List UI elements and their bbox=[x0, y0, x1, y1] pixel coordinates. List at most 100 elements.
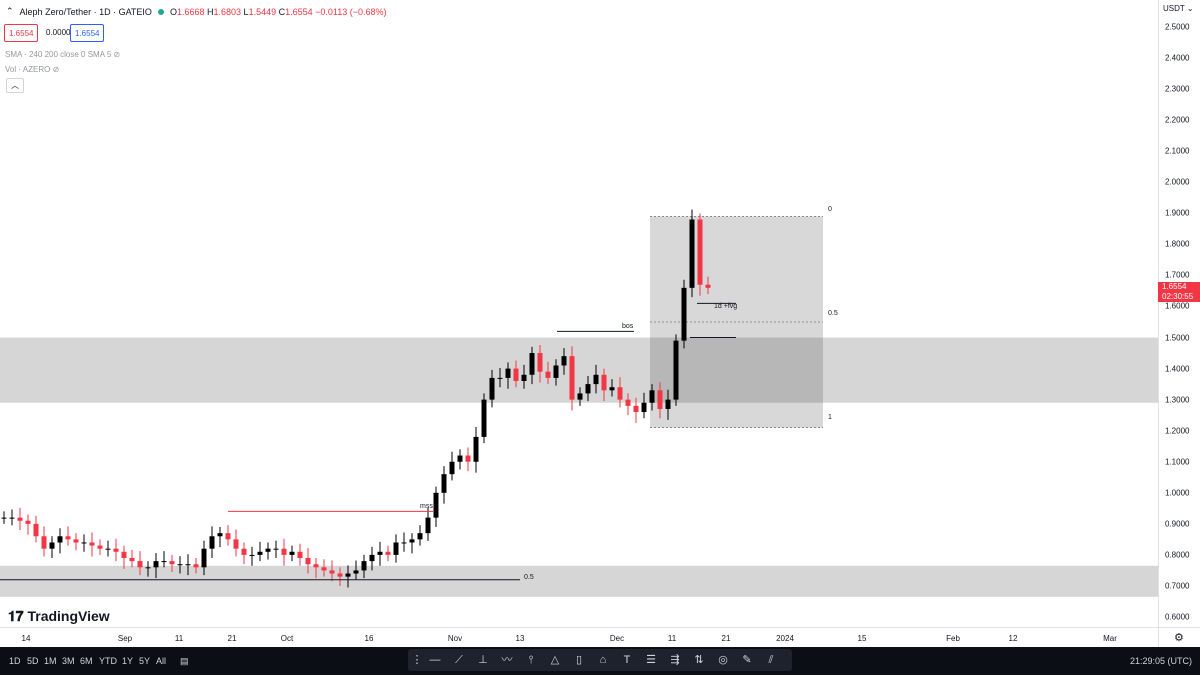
candle-body bbox=[33, 523, 39, 537]
gear-icon[interactable]: ⚙ bbox=[1174, 632, 1184, 644]
timeframe-button[interactable]: 5Y bbox=[139, 656, 151, 666]
candle-body bbox=[353, 570, 359, 574]
sell-price-box[interactable]: 1.6554 bbox=[4, 24, 38, 42]
candle-body bbox=[289, 551, 295, 555]
candle-body bbox=[521, 374, 527, 381]
utc-clock[interactable]: 21:29:05 (UTC) bbox=[1129, 656, 1192, 666]
demand-zone bbox=[0, 337, 1158, 403]
horizontal-line-icon[interactable]: — bbox=[429, 654, 441, 666]
sma-indicator-label[interactable]: SMA · 240 200 close 0 SMA 5 ⊘ bbox=[5, 50, 121, 59]
price-axis[interactable]: 2.5000 2.4000 2.3000 2.2000 2.1000 2.0000 1.90… bbox=[1158, 0, 1200, 627]
candle-body bbox=[97, 545, 103, 549]
currency-select[interactable]: USDT ⌄ bbox=[1163, 4, 1194, 13]
price-tick-label: 2.3000 bbox=[1165, 84, 1190, 94]
candle-body bbox=[609, 387, 615, 391]
eye-hidden-icon[interactable]: ⊘ bbox=[52, 65, 60, 74]
time-tick-label: 11 bbox=[667, 634, 677, 643]
time-tick-label: 14 bbox=[21, 634, 31, 643]
pitchfork-icon[interactable]: ⫯ bbox=[528, 654, 534, 666]
volume-indicator-label[interactable]: Vol · AZERO ⊘ bbox=[5, 65, 60, 74]
candle-body bbox=[449, 461, 455, 475]
candle-body bbox=[249, 554, 255, 556]
candle-body bbox=[313, 564, 319, 568]
candle-body bbox=[553, 365, 559, 378]
candle-body bbox=[441, 474, 447, 493]
chart-settings[interactable]: ⚙ bbox=[1158, 627, 1200, 647]
price-tick-label: 2.1000 bbox=[1165, 146, 1190, 156]
circle-icon[interactable]: ◎ bbox=[718, 654, 728, 666]
price-tick-label: 2.0000 bbox=[1165, 177, 1190, 187]
timeframe-button[interactable]: All bbox=[156, 656, 167, 666]
tradingview-logo[interactable]: 𝟏𝟕 TradingView bbox=[8, 608, 110, 624]
price-tick-label: 1.4000 bbox=[1165, 364, 1190, 374]
candle-body bbox=[385, 551, 391, 555]
candle-body bbox=[561, 356, 567, 366]
time-tick-label: Feb bbox=[946, 634, 960, 643]
chevron-up-icon[interactable]: ︿ bbox=[6, 78, 24, 93]
candle-body bbox=[241, 548, 247, 555]
candle-body bbox=[89, 542, 95, 546]
candle-body bbox=[649, 390, 655, 403]
brush-icon[interactable]: ✎ bbox=[742, 654, 752, 666]
candle-body bbox=[1, 517, 7, 519]
candle-body bbox=[105, 548, 111, 550]
candle-body bbox=[201, 548, 207, 568]
time-axis[interactable]: 14 Sep 11 21 Oct 16 Nov 13 Dec 11 21 2024 15 Feb 12 Mar bbox=[0, 627, 1158, 648]
candle-body bbox=[369, 554, 375, 562]
last-price-label: 1.6554 02:30:55 bbox=[1158, 282, 1200, 302]
parallel-channel-icon[interactable]: ⫽ bbox=[768, 654, 774, 666]
rectangle-icon[interactable]: ▯ bbox=[575, 654, 583, 666]
timeframe-button[interactable]: 1D bbox=[9, 656, 21, 666]
vertical-line-icon[interactable]: ⊥ bbox=[478, 654, 488, 666]
candle-body bbox=[265, 548, 271, 552]
bottom-toolbar: 1D 5D 1M 3M 6M YTD 1Y 5Y All ▤ ⋮ — ⟋ ⊥ 〰 ⫯ △ ▯ ⌂… bbox=[0, 647, 1200, 675]
price-chart[interactable] bbox=[0, 0, 1158, 627]
candle-body bbox=[281, 548, 287, 555]
timeframe-button[interactable]: 1Y bbox=[122, 656, 134, 666]
timeframe-button[interactable]: 5D bbox=[27, 656, 39, 666]
candle-body bbox=[297, 551, 303, 558]
candle-body bbox=[81, 542, 87, 544]
timeframe-button[interactable]: 1M bbox=[44, 656, 57, 666]
candle-body bbox=[329, 570, 335, 574]
candle-body bbox=[377, 551, 383, 555]
candle-body bbox=[25, 520, 31, 524]
pattern-icon[interactable]: 〰 bbox=[501, 654, 513, 666]
candle-body bbox=[337, 573, 343, 577]
time-tick-label: Nov bbox=[447, 634, 463, 643]
market-open-dot bbox=[157, 8, 164, 15]
candle-body bbox=[457, 455, 463, 462]
candle-body bbox=[689, 219, 695, 288]
candle-body bbox=[681, 287, 687, 341]
price-tick-label: 2.4000 bbox=[1165, 53, 1190, 63]
trend-line-icon[interactable]: ⟋ bbox=[455, 654, 463, 666]
time-tick-label: Dec bbox=[609, 634, 625, 643]
long-position-icon[interactable]: ⇅ bbox=[694, 654, 704, 666]
chevron-down-icon: ⌄ bbox=[1186, 4, 1194, 13]
buy-price-box[interactable]: 1.6554 bbox=[70, 24, 104, 42]
candle-body bbox=[305, 558, 311, 565]
zone-05-label: 0.5 bbox=[524, 574, 534, 581]
candle-body bbox=[465, 455, 471, 462]
price-tick-label: 0.7000 bbox=[1165, 581, 1190, 591]
candle-body bbox=[65, 536, 71, 540]
lower-zone bbox=[0, 565, 1158, 597]
time-tick-label: 12 bbox=[1008, 634, 1018, 643]
eye-hidden-icon[interactable]: ⊘ bbox=[113, 50, 121, 59]
timeframe-button[interactable]: 6M bbox=[80, 656, 93, 666]
timeframe-button[interactable]: 3M bbox=[62, 656, 75, 666]
candle-body bbox=[225, 533, 231, 540]
gann-icon[interactable]: ⇶ bbox=[670, 654, 680, 666]
triangle-icon[interactable]: △ bbox=[550, 654, 560, 666]
drag-handle-icon[interactable]: ⋮ bbox=[411, 654, 423, 666]
candle-body bbox=[49, 542, 55, 549]
chart-area[interactable]: ⌃ Aleph Zero/Tether · 1D · GATEIO O1.666… bbox=[0, 0, 1158, 627]
symbol-title[interactable]: Aleph Zero/Tether · 1D · GATEIO bbox=[19, 6, 152, 17]
candle-body bbox=[497, 377, 503, 379]
date-range-icon[interactable]: ▤ bbox=[180, 656, 189, 666]
callout-icon[interactable]: ⌂ bbox=[599, 654, 607, 666]
text-icon[interactable]: T bbox=[623, 654, 631, 666]
candle-body bbox=[529, 353, 535, 375]
fib-retracement-icon[interactable]: ☰ bbox=[646, 654, 656, 666]
timeframe-button[interactable]: YTD bbox=[99, 656, 117, 666]
